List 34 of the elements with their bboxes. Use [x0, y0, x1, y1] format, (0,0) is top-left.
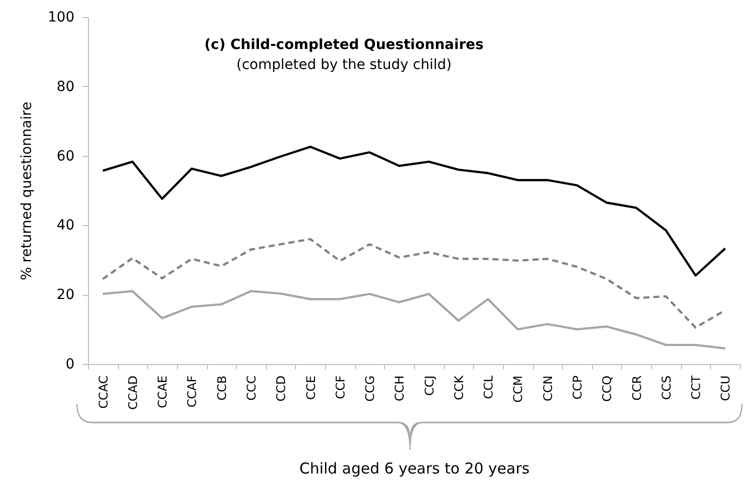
x-tick-label: CCD: [274, 376, 288, 402]
x-tick-label: CCAE: [156, 376, 170, 408]
x-tick-label: CCJ: [422, 376, 436, 396]
line-series: [102, 146, 726, 277]
text: (completed by the study child): [236, 57, 452, 73]
x-tick-label: CCAD: [126, 376, 140, 410]
y-tick-label: 60: [56, 148, 74, 164]
line-series: [102, 290, 726, 350]
x-tick-label: CCB: [214, 376, 229, 400]
y-tick-label: 0: [66, 356, 74, 372]
text: (c) Child-completed Questionnaires: [204, 37, 484, 53]
x-axis-title: Child aged 6 years to 20 years: [299, 460, 530, 478]
y-tick-label: 100: [48, 10, 74, 26]
x-tick-label: CCC: [244, 376, 258, 401]
x-tick-label: CCT: [689, 374, 704, 400]
y-tick-label: 20: [56, 287, 74, 304]
x-tick-label: CCAF: [185, 375, 200, 408]
x-tick-label: CCU: [718, 376, 733, 402]
x-tick-label: CCQ: [600, 376, 614, 402]
x-tick-label: CCF: [333, 375, 348, 400]
x-tick-label: CCS: [659, 376, 674, 400]
x-tick-label: CCE: [304, 376, 318, 400]
y-tick-label: 80: [56, 78, 74, 95]
x-tick-label: CCAC: [96, 376, 110, 409]
x-tick-label: CCN: [540, 376, 555, 402]
y-tick-label: 40: [56, 218, 74, 234]
x-tick-label: CCG: [363, 376, 378, 402]
x-tick-label: CCM: [511, 376, 526, 403]
y-axis-title: % returned questionnaire: [18, 102, 35, 280]
x-tick-label: CCK: [452, 374, 466, 400]
x-tick-label: CCP: [570, 376, 584, 400]
x-tick-label: CCR: [630, 376, 644, 401]
x-tick-label: CCH: [392, 376, 407, 402]
x-tick-label: CCL: [482, 375, 496, 399]
